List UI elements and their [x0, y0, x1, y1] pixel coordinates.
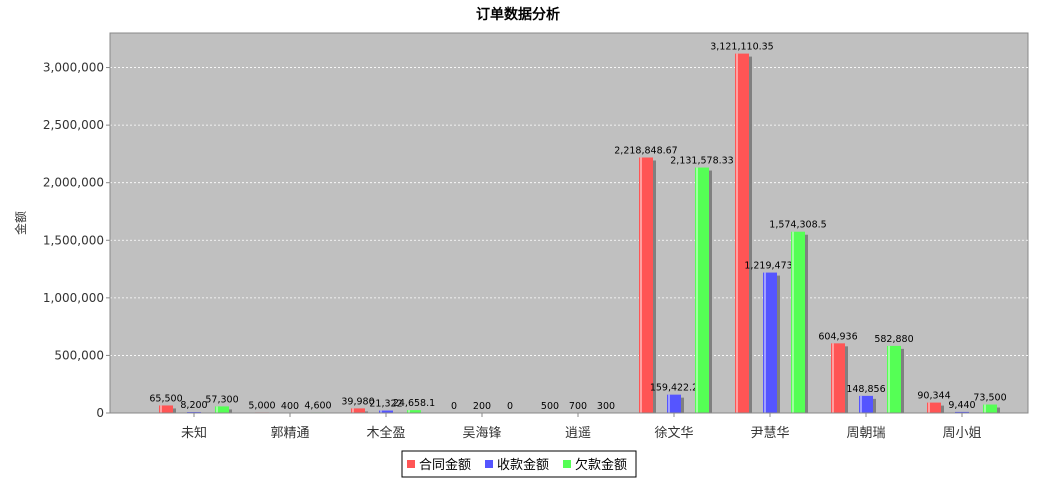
data-label: 200	[473, 401, 491, 412]
y-axis-label: 金额	[13, 211, 28, 235]
bar	[955, 411, 969, 413]
bar-highlight	[832, 343, 834, 413]
bar-highlight	[408, 410, 410, 413]
bar	[695, 167, 709, 413]
legend-swatch	[407, 460, 415, 468]
x-tick-label: 未知	[181, 425, 207, 441]
bar-highlight	[352, 408, 354, 413]
bar	[407, 410, 421, 413]
legend: 合同金额 收款金额 欠款金额	[401, 450, 637, 478]
data-label: 0	[507, 401, 513, 412]
y-tick-label: 1,500,000	[43, 233, 104, 247]
y-tick-label: 2,000,000	[43, 176, 104, 190]
y-tick-label: 3,000,000	[43, 61, 104, 75]
data-label: 8,200	[180, 400, 207, 411]
legend-swatch	[563, 460, 571, 468]
bar-highlight	[160, 405, 162, 413]
data-label: 3,121,110.35	[710, 42, 773, 53]
data-label: 400	[281, 401, 299, 412]
data-label: 2,218,848.67	[614, 145, 677, 156]
data-label: 2,131,578.33	[670, 156, 733, 167]
bar	[667, 394, 681, 413]
data-label: 65,500	[149, 393, 182, 404]
data-label: 1,574,308.5	[769, 220, 826, 231]
bar-highlight	[888, 345, 890, 413]
data-label: 700	[569, 401, 587, 412]
legend-swatch	[485, 460, 493, 468]
y-tick-label: 2,500,000	[43, 118, 104, 132]
bar	[791, 231, 805, 413]
bar	[215, 406, 229, 413]
bar-highlight	[860, 395, 862, 413]
bar-highlight	[668, 394, 670, 413]
data-label: 148,856	[846, 384, 885, 395]
x-tick-label: 郭精通	[270, 425, 309, 441]
chart-title: 订单数据分析	[476, 6, 560, 23]
data-label: 1,219,473.	[744, 261, 795, 272]
bar-highlight	[216, 406, 218, 413]
x-tick-label: 木全盈	[366, 425, 405, 441]
y-tick-label: 0	[96, 406, 104, 420]
bar	[379, 410, 393, 413]
data-label: 4,600	[304, 400, 331, 411]
data-label: 90,344	[917, 391, 950, 402]
bar	[831, 343, 845, 413]
x-tick-label: 吴海锋	[462, 426, 501, 441]
data-label: 9,440	[948, 400, 975, 411]
bar	[927, 402, 941, 413]
bar-highlight	[640, 157, 642, 413]
bar-highlight	[696, 167, 698, 413]
bar-highlight	[928, 402, 930, 413]
bar-highlight	[792, 231, 794, 413]
data-label: 159,422.2	[650, 383, 698, 394]
data-label: 0	[451, 401, 457, 412]
x-tick-label: 尹慧华	[750, 425, 789, 441]
x-tick-label: 周小姐	[942, 426, 981, 441]
x-tick-label: 周朝瑞	[846, 426, 885, 441]
bar	[735, 53, 749, 413]
bar-highlight	[764, 272, 766, 413]
legend-label: 欠款金额	[575, 457, 627, 473]
data-label: 24,658.1	[393, 398, 435, 409]
bar	[159, 405, 173, 413]
legend-label: 收款金额	[497, 457, 549, 473]
data-label: 5,000	[248, 400, 275, 411]
axes: 0 500,000 1,000,000 1,500,000 2,000,000 2,500…	[43, 33, 1028, 441]
legend-box	[401, 450, 637, 478]
data-label: 21,322	[369, 399, 402, 410]
bar-highlight	[380, 410, 382, 413]
y-tick-label: 500,000	[54, 348, 104, 362]
bar	[859, 395, 873, 413]
y-tick-label: 1,000,000	[43, 291, 104, 305]
bar-highlight	[736, 53, 738, 413]
bar	[763, 272, 777, 413]
data-label: 39,980	[341, 396, 374, 407]
gridlines	[110, 67, 1028, 356]
data-label: 73,500	[973, 393, 1006, 404]
bar	[351, 408, 365, 413]
data-label: 582,880	[874, 334, 913, 345]
x-tick-label: 徐文华	[654, 426, 693, 441]
legend-label: 合同金额	[419, 457, 471, 473]
x-tick-label: 逍遥	[565, 426, 591, 441]
bar	[887, 345, 901, 413]
data-label: 300	[597, 401, 615, 412]
plot-area	[109, 32, 1029, 414]
data-label: 500	[541, 401, 559, 412]
data-label: 604,936	[818, 331, 857, 342]
bar-highlight	[984, 404, 986, 413]
bar	[983, 404, 997, 413]
bar	[639, 157, 653, 413]
data-label: 57,300	[205, 394, 238, 405]
